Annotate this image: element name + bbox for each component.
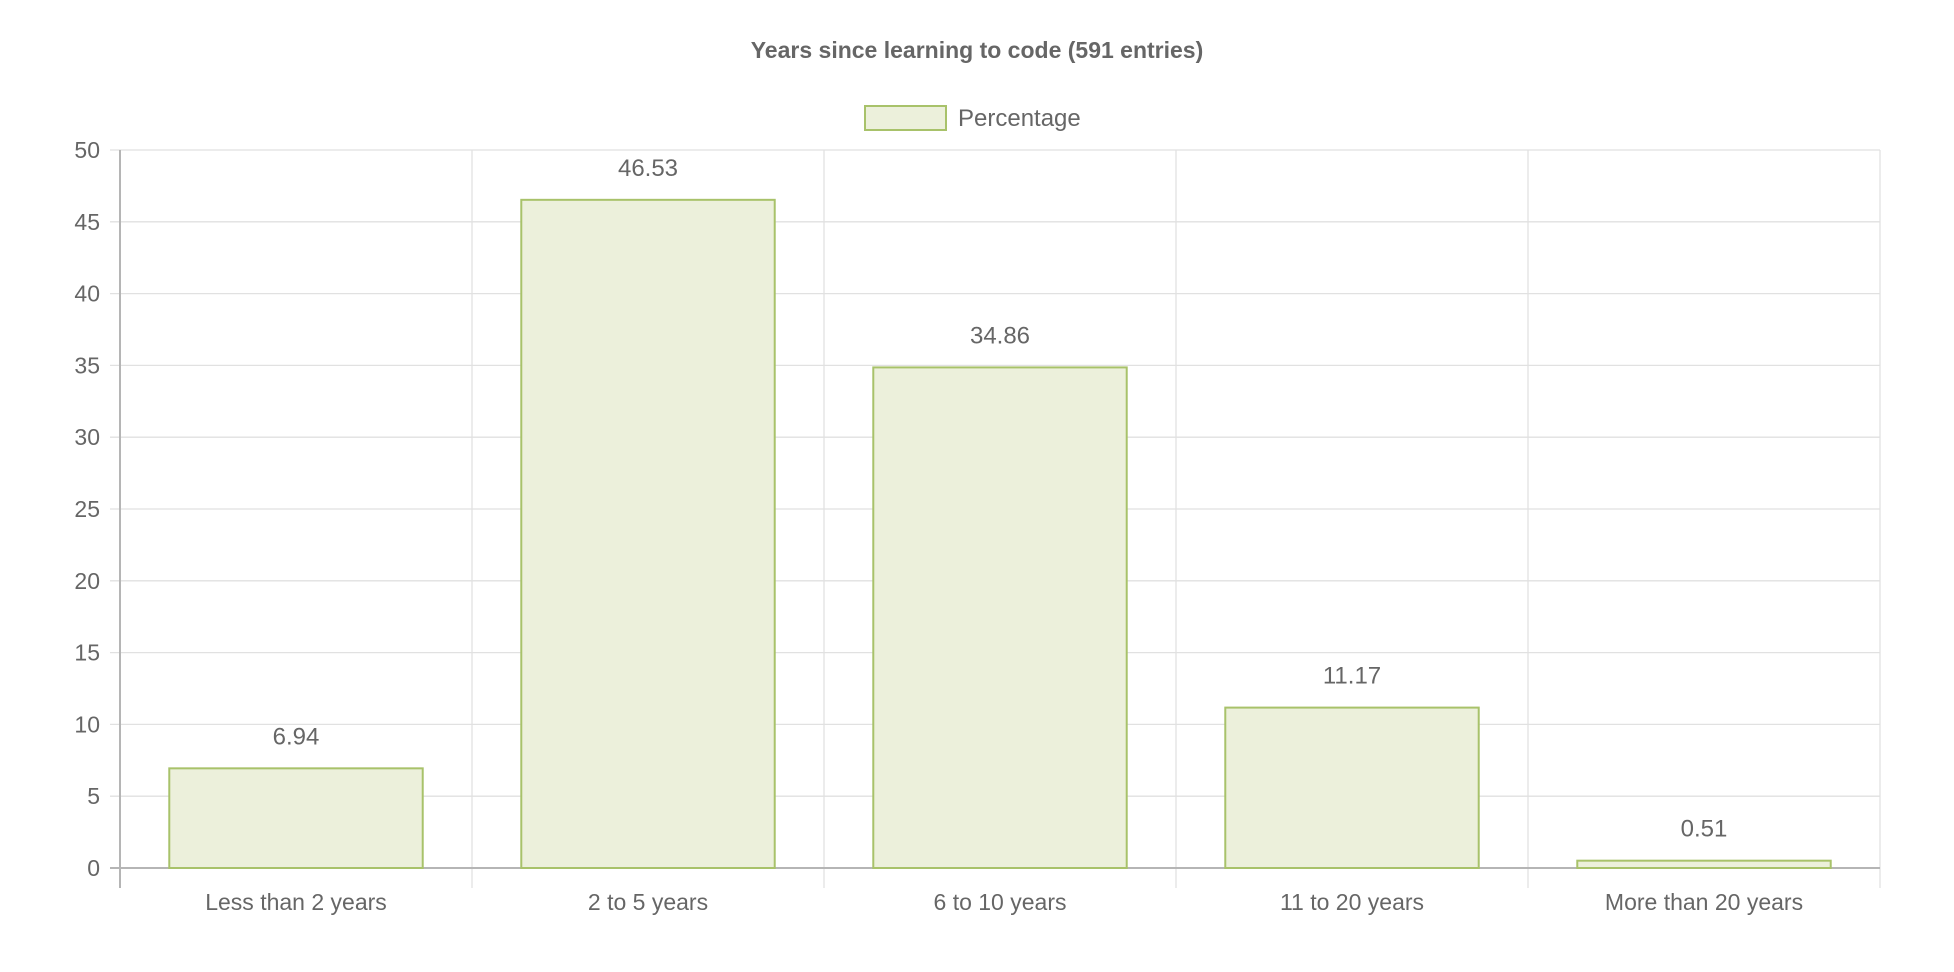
bar-value-label-0: 6.94 [273, 723, 320, 750]
bar-0[interactable] [168, 767, 424, 870]
data-labels: 6.94 46.53 34.86 11.17 0.51 [273, 155, 1728, 843]
bar-3[interactable] [1224, 706, 1480, 870]
x-tick-label-4: More than 20 years [1605, 889, 1803, 915]
y-tick-label-5: 25 [74, 496, 100, 522]
y-tick-label-8: 40 [74, 281, 100, 307]
y-tick-label-4: 20 [74, 568, 100, 594]
bar-value-label-1: 46.53 [618, 155, 678, 182]
x-tick-label-1: 2 to 5 years [588, 889, 708, 915]
y-tick-label-7: 35 [74, 352, 100, 378]
y-tick-label-6: 30 [74, 424, 100, 450]
x-tick-label-3: 11 to 20 years [1280, 889, 1424, 915]
chart-title: Years since learning to code (591 entrie… [751, 37, 1204, 63]
y-tick-label-0: 0 [87, 855, 100, 881]
bar-1[interactable] [520, 198, 776, 869]
x-tick-label-0: Less than 2 years [205, 889, 387, 915]
bar-4[interactable] [1576, 859, 1832, 869]
bar-value-label-2: 34.86 [970, 322, 1030, 349]
legend-swatch [864, 105, 947, 131]
legend-label[interactable]: Percentage [958, 105, 1081, 132]
bar-2[interactable] [872, 366, 1128, 869]
bars [168, 198, 1832, 870]
y-tick-label-1: 5 [87, 783, 100, 809]
bar-value-label-4: 0.51 [1681, 816, 1728, 843]
y-tick-label-10: 50 [74, 137, 100, 163]
legend[interactable]: Percentage [864, 105, 1081, 132]
x-tick-label-2: 6 to 10 years [934, 889, 1067, 915]
y-tick-label-3: 15 [74, 640, 100, 666]
y-tick-label-2: 10 [74, 711, 100, 737]
tick-labels: 0 5 10 15 20 25 30 35 40 45 50 Less than 2 years 2 t… [74, 137, 1803, 915]
y-tick-label-9: 45 [74, 209, 100, 235]
bar-value-label-3: 11.17 [1323, 663, 1381, 690]
